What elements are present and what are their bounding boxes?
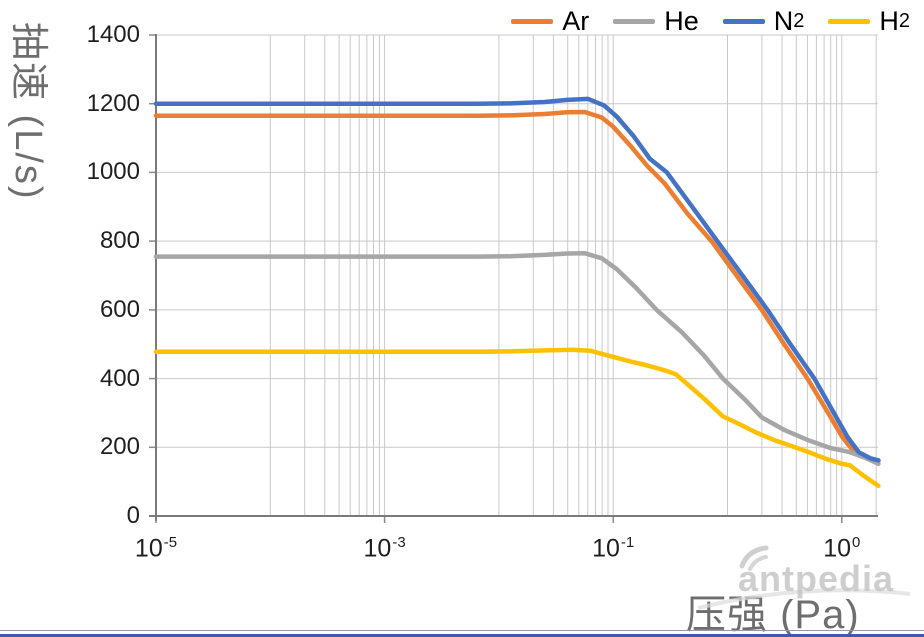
x-tick-label: 10-1 (592, 534, 635, 563)
y-tick-label: 200 (99, 433, 140, 461)
x-tick-label: 10-3 (363, 534, 406, 563)
legend-label: N (773, 6, 794, 36)
legend-label-subscript: 2 (898, 10, 910, 32)
x-axis-title: 压强 (Pa) (686, 593, 860, 637)
legend-label: He (664, 6, 699, 36)
bottom-accent-line (0, 634, 924, 637)
x-tick-label: 10-5 (134, 534, 178, 563)
legend: Ar He N 2 H 2 (511, 6, 910, 37)
legend-item: He (613, 6, 699, 37)
y-tick-label: 0 (126, 502, 140, 529)
legend-label: Ar (562, 6, 590, 36)
x-tick-label: 100 (823, 534, 861, 563)
series-line-H2 (153, 347, 881, 489)
series-line-He (153, 250, 881, 467)
legend-swatch (722, 19, 765, 24)
y-tick-label: 1400 (86, 21, 140, 48)
legend-label-subscript: 2 (793, 10, 805, 32)
series-line-N2 (153, 96, 881, 463)
legend-swatch (613, 19, 656, 24)
bottom-divider-line (0, 630, 924, 631)
legend-item: Ar (511, 6, 589, 37)
y-tick-label: 1000 (86, 158, 140, 186)
y-tick-label: 800 (99, 227, 140, 255)
series-line-Ar (153, 109, 881, 464)
legend-swatch (511, 19, 554, 24)
y-tick-label: 400 (99, 364, 140, 392)
legend-label: H (879, 6, 899, 36)
y-tick-label: 1200 (86, 89, 140, 117)
legend-swatch (828, 19, 871, 24)
y-tick-label: 600 (99, 295, 140, 323)
